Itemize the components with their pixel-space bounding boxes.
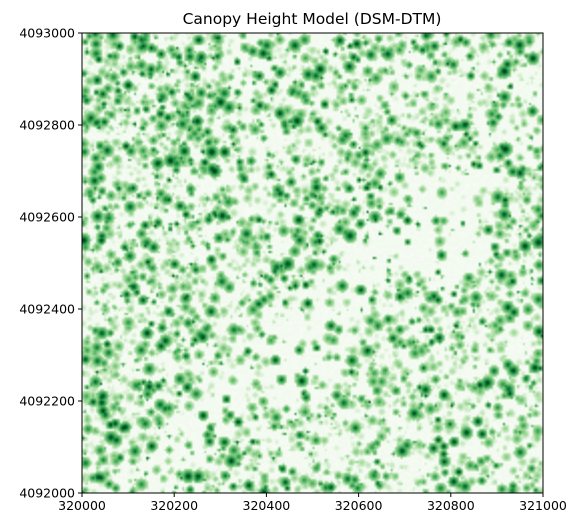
y-tick-label: 4092400 (19, 302, 75, 317)
y-tick-label: 4092200 (19, 394, 75, 409)
y-tick-label: 4092800 (19, 118, 75, 133)
y-tick-label: 4092000 (19, 486, 75, 501)
x-axis: 320000 320200 320400 320600 320800 321000 (58, 493, 567, 513)
y-axis: 4092000 4092200 4092400 4092600 4092800 40930… (19, 26, 82, 501)
chart-title: Canopy Height Model (DSM-DTM) (183, 10, 442, 28)
canopy-height-raster (82, 33, 543, 493)
x-tick-label: 320800 (427, 498, 475, 513)
plot-area (81, 32, 544, 494)
x-tick-label: 320600 (335, 498, 383, 513)
x-tick-label: 320000 (58, 498, 106, 513)
y-tick-label: 4092600 (19, 210, 75, 225)
y-tick-label: 4093000 (19, 26, 75, 41)
plot-frame (81, 32, 544, 494)
x-tick-label: 320200 (150, 498, 198, 513)
x-tick-label: 321000 (519, 498, 567, 513)
x-tick-label: 320400 (243, 498, 291, 513)
